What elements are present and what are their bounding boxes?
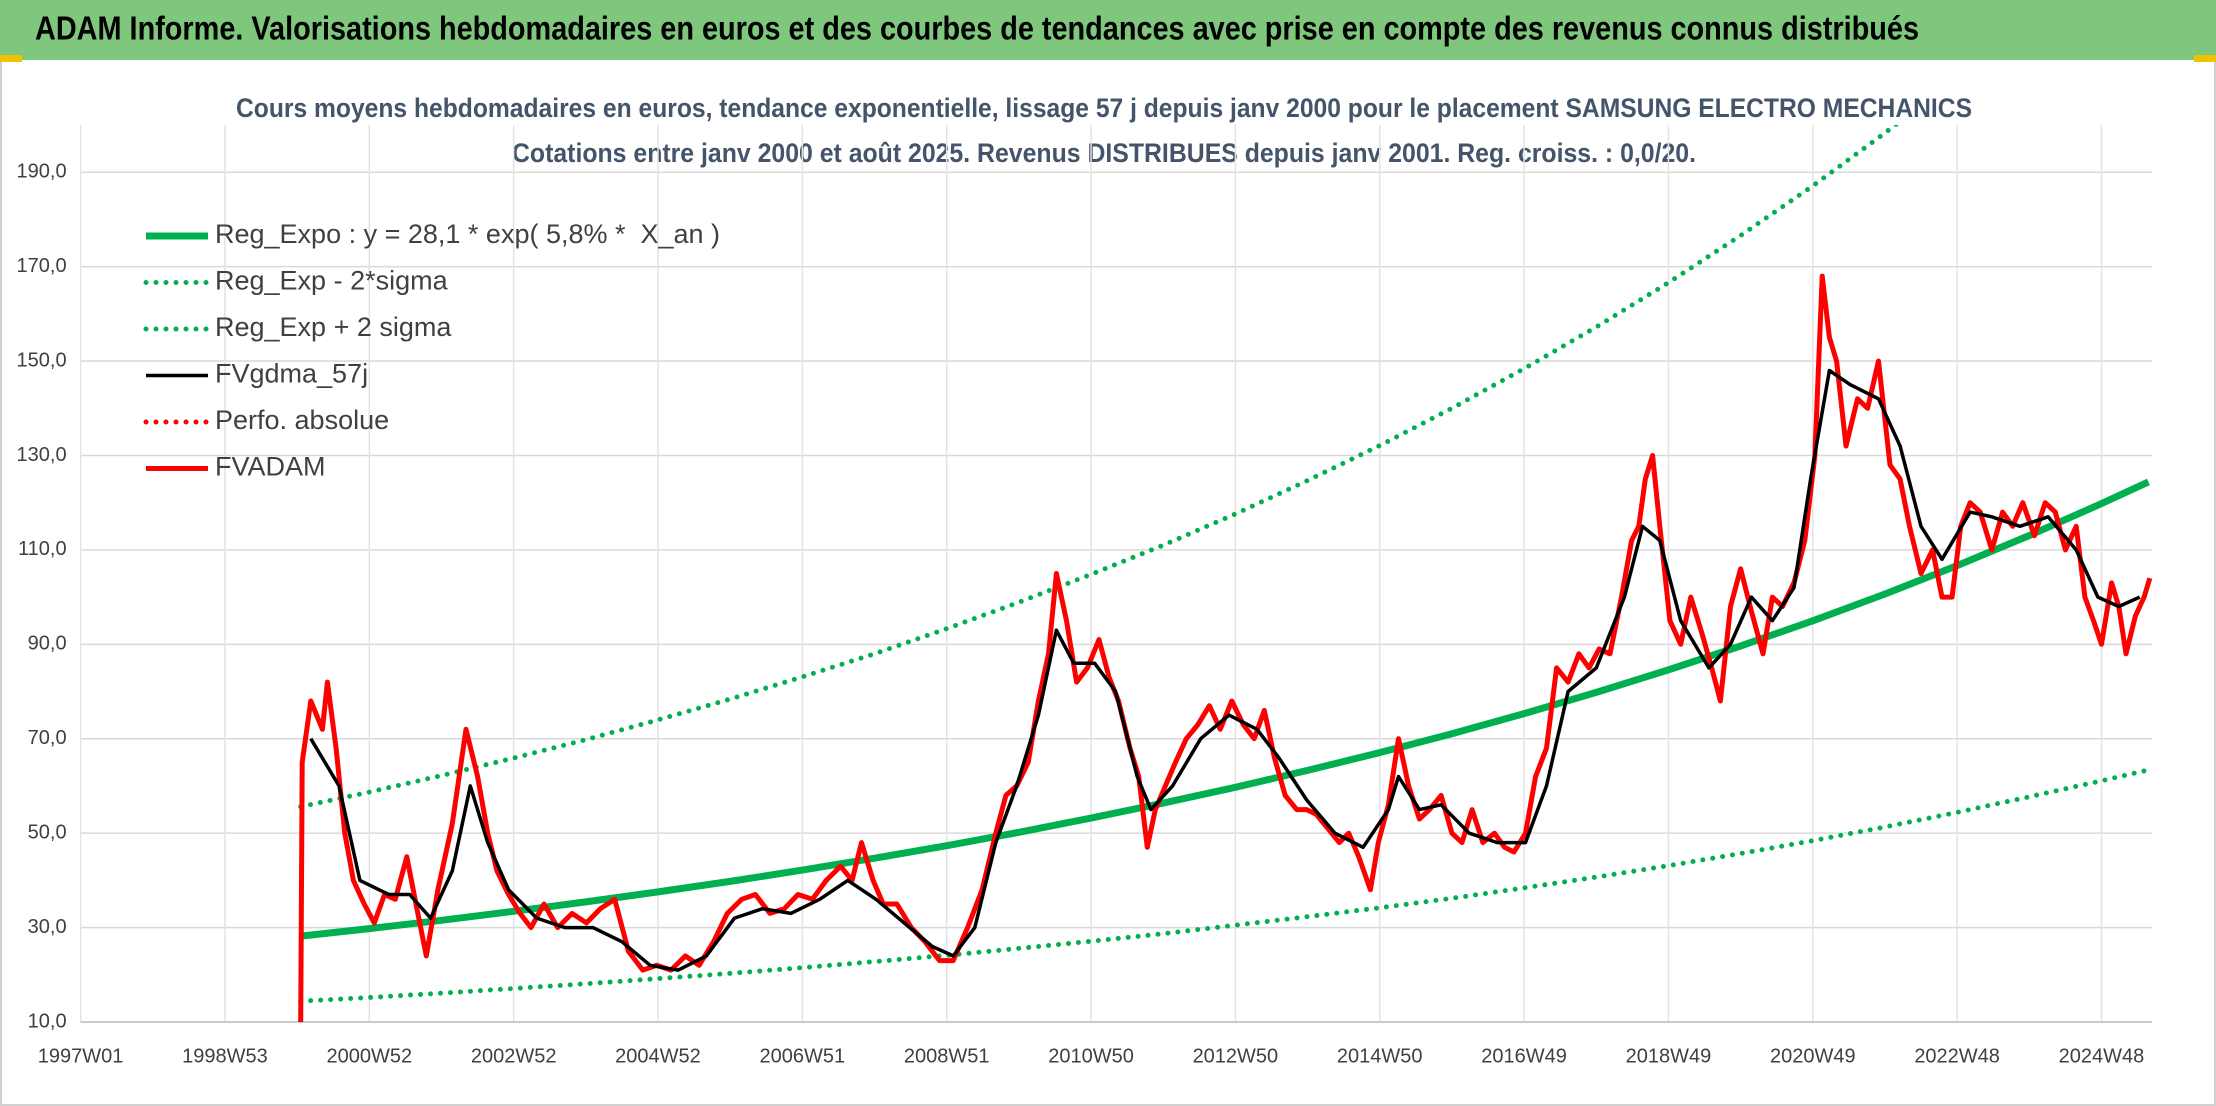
x-tick-label: 2014W50 <box>1337 1045 1423 1067</box>
series-line <box>300 478 2150 940</box>
y-tick-label: 110,0 <box>18 538 67 560</box>
series-line <box>298 273 2153 1023</box>
legend-label: FVADAM <box>215 452 326 482</box>
series-line <box>309 368 2141 972</box>
x-tick-label: 1998W53 <box>182 1045 268 1067</box>
series-line <box>298 767 2151 1004</box>
x-tick-label: 2024W48 <box>2059 1045 2145 1067</box>
header-title: ADAM Informe. Valorisations hebdomadaire… <box>35 10 1919 47</box>
x-tick-label: 2010W50 <box>1048 1045 1134 1067</box>
x-tick-label: 2008W51 <box>904 1045 990 1067</box>
x-tick-label: 2018W49 <box>1626 1045 1712 1067</box>
y-tick-label: 90,0 <box>28 633 67 655</box>
legend-label: Reg_Expo : y = 28,1 * exp( 5,8% * X_an ) <box>215 219 720 249</box>
x-tick-label: 2006W51 <box>760 1045 846 1067</box>
x-tick-label: 2016W49 <box>1481 1045 1567 1067</box>
x-tick-label: 2004W52 <box>615 1045 701 1067</box>
header-band <box>0 0 2216 60</box>
x-tick-label: 2022W48 <box>1914 1045 2000 1067</box>
y-tick-label: 150,0 <box>17 349 67 371</box>
y-tick-label: 10,0 <box>28 1010 67 1032</box>
series-line <box>298 125 1900 810</box>
y-tick-label: 70,0 <box>28 727 67 749</box>
x-tick-label: 2000W52 <box>326 1045 412 1067</box>
chart-subtitle: Cotations entre janv 2000 et août 2025. … <box>512 138 1696 168</box>
y-tick-label: 190,0 <box>17 160 67 182</box>
x-tick-label: 2012W50 <box>1193 1045 1279 1067</box>
y-tick-label: 170,0 <box>17 255 67 277</box>
x-tick-label: 2002W52 <box>471 1045 557 1067</box>
y-tick-label: 30,0 <box>28 916 67 938</box>
corner-mark <box>2194 55 2216 62</box>
corner-mark <box>0 55 22 62</box>
plot-area <box>298 125 2153 1023</box>
legend-label: FVgdma_57j <box>215 359 368 389</box>
legend-label: Reg_Exp + 2 sigma <box>215 312 452 342</box>
y-tick-label: 130,0 <box>17 444 67 466</box>
legend: Reg_Expo : y = 28,1 * exp( 5,8% * X_an )… <box>143 219 720 482</box>
grid: 10,0 30,0 50,0 70,0 90,0 110,0 130,0 150,0 170,0… <box>17 125 2152 1067</box>
legend-label: Reg_Exp - 2*sigma <box>215 266 449 296</box>
x-tick-label: 2020W49 <box>1770 1045 1856 1067</box>
chart-title: Cours moyens hebdomadaires en euros, ten… <box>236 93 1972 123</box>
legend-label: Perfo. absolue <box>215 405 389 435</box>
x-tick-label: 1997W01 <box>38 1045 124 1067</box>
y-tick-label: 50,0 <box>28 821 67 843</box>
